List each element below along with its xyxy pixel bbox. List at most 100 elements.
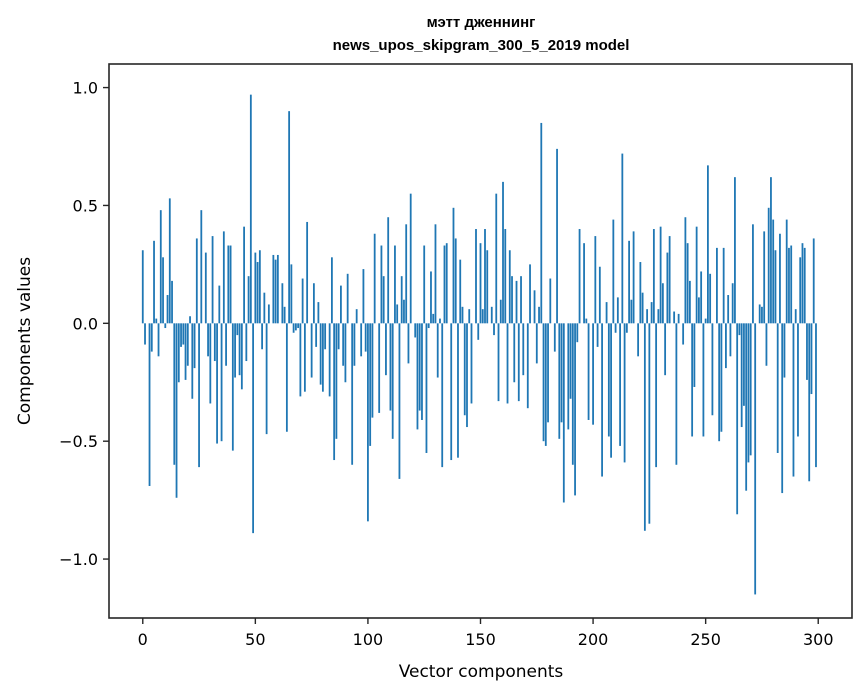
bar (761, 306, 763, 324)
bar (574, 323, 576, 496)
bar (508, 250, 511, 324)
bar (430, 271, 432, 324)
bar (319, 323, 322, 385)
bar (623, 323, 626, 463)
bar (738, 323, 741, 336)
bar (700, 271, 703, 324)
bar (535, 323, 538, 364)
bar (754, 323, 757, 595)
bar (526, 323, 529, 409)
bar (718, 323, 721, 442)
bar (396, 304, 399, 324)
bar (418, 323, 421, 411)
bar (736, 323, 739, 515)
bar (812, 238, 815, 324)
bar (585, 318, 588, 324)
bar (583, 243, 585, 324)
bar (285, 323, 288, 432)
bar (398, 323, 401, 479)
bar (315, 323, 318, 347)
bar (220, 323, 223, 442)
bar (272, 254, 275, 324)
bar (628, 240, 630, 324)
bar (367, 323, 369, 522)
bar (292, 323, 295, 333)
bar (722, 247, 725, 324)
bar (144, 323, 146, 345)
bar (193, 323, 196, 369)
bar (576, 323, 579, 343)
bar (159, 210, 162, 324)
bar (331, 257, 333, 324)
bar (414, 323, 417, 338)
bar (605, 302, 608, 324)
bar (171, 280, 173, 324)
bar (351, 323, 354, 465)
bar (619, 323, 621, 446)
bar (155, 318, 158, 324)
bar (276, 254, 279, 324)
bar (211, 236, 214, 324)
bar (758, 304, 761, 324)
bar (303, 323, 306, 392)
bar (652, 229, 655, 324)
bar (454, 238, 457, 324)
bar (801, 243, 804, 324)
bar (409, 193, 412, 324)
bar (175, 323, 178, 498)
bar (373, 233, 376, 324)
bar (218, 285, 221, 324)
bar (639, 262, 642, 324)
bar (675, 323, 678, 465)
bar (666, 252, 669, 324)
bar (263, 292, 266, 324)
bar (195, 238, 198, 324)
bar (231, 323, 234, 451)
y-tick-label: −0.5 (59, 432, 98, 451)
bar (371, 323, 374, 418)
bar (189, 316, 191, 324)
bar (191, 323, 194, 399)
bar (225, 323, 227, 366)
bar (153, 240, 155, 324)
bar (466, 323, 468, 428)
bar (288, 111, 291, 324)
bar (808, 323, 811, 482)
bar (299, 323, 302, 397)
bar (333, 323, 336, 461)
bar (234, 323, 236, 378)
bar (686, 243, 689, 324)
bar (684, 217, 687, 324)
bar (711, 323, 714, 416)
bar (569, 323, 572, 399)
bar (204, 252, 207, 324)
bar (445, 243, 448, 324)
bar (236, 323, 239, 336)
bar (720, 323, 723, 432)
bar (691, 323, 694, 437)
bar (704, 318, 707, 324)
bar (668, 236, 671, 324)
bar (364, 323, 367, 352)
bar (380, 245, 383, 324)
bar (779, 233, 781, 324)
bar (515, 280, 518, 324)
bar (630, 299, 633, 324)
bar (520, 276, 522, 324)
bar (423, 245, 426, 324)
bar (695, 226, 698, 324)
bar (198, 323, 200, 468)
bar (646, 309, 649, 324)
bar (729, 323, 732, 357)
bar (799, 257, 802, 324)
bar (425, 323, 428, 453)
bar (688, 280, 691, 324)
bar (182, 323, 185, 345)
bar (475, 229, 477, 324)
bar (596, 323, 599, 347)
bar (781, 323, 784, 494)
bar (540, 122, 543, 324)
bar (621, 153, 624, 324)
bar (184, 323, 187, 380)
